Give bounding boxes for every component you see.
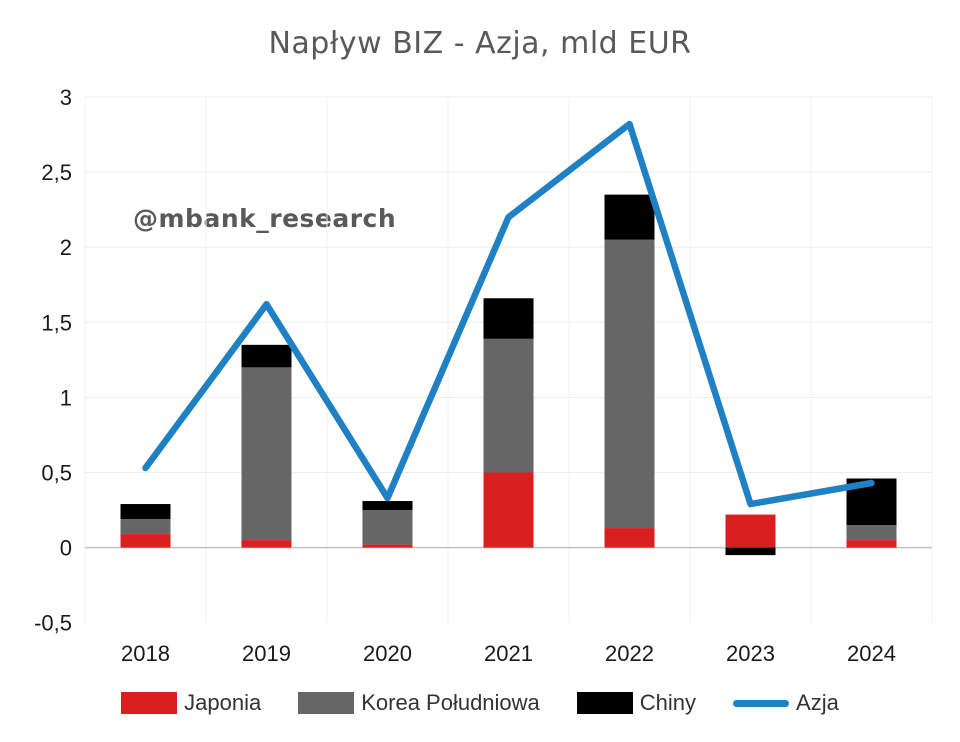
legend-swatch-japonia [121, 692, 178, 714]
x-axis-tick-label: 2023 [726, 641, 775, 666]
bar-segment-chiny-2019 [241, 344, 292, 368]
bar-segment-chiny-2021 [483, 298, 534, 339]
y-axis-tick-label: 0 [60, 536, 72, 561]
y-axis-tick-label: 2,5 [41, 160, 72, 185]
watermark-text: @mbank_research [133, 204, 397, 233]
y-axis-tick-label: -0,5 [34, 611, 72, 636]
bar-segment-korea-południowa-2024 [846, 525, 897, 541]
bar-segment-chiny-2023 [725, 547, 776, 556]
line-series-azja [142, 120, 875, 508]
legend-label: Japonia [184, 690, 262, 715]
bar-segment-korea-południowa-2021 [483, 338, 534, 473]
bar-segment-korea-południowa-2018 [120, 519, 171, 535]
bar-segment-korea-południowa-2020 [362, 510, 413, 545]
legend-swatch-chiny [576, 692, 633, 714]
chart-title: Napływ BIZ - Azja, mld EUR [268, 26, 692, 61]
bar-segment-chiny-2022 [604, 194, 655, 240]
legend-label: Korea Południowa [361, 690, 540, 715]
y-axis-tick-label: 2 [60, 235, 72, 260]
legend-item-japonia: Japonia [121, 690, 261, 716]
x-axis-tick-label: 2019 [242, 641, 291, 666]
bar-segment-chiny-2018 [120, 504, 171, 520]
y-axis-tick-label: 3 [60, 85, 72, 110]
bar-segment-korea-południowa-2022 [604, 239, 655, 529]
y-axis-tick-label: 0,5 [41, 461, 72, 486]
x-axis-tick-label: 2018 [121, 641, 170, 666]
x-axis-tick-label: 2020 [363, 641, 412, 666]
legend-swatch-azja [733, 699, 790, 707]
legend-item-chiny: Chiny [576, 690, 697, 716]
chart-plot-area: -0,5 0 0,5 1 1,5 2 2,5 3 2018 2019 2020 2021 2022 202… [34, 85, 933, 666]
legend-item-azja: Azja [733, 690, 839, 716]
x-axis-tick-label: 2024 [847, 641, 896, 666]
y-axis-tick-label: 1,5 [41, 310, 72, 335]
legend-label: Chiny [639, 690, 697, 715]
bar-segment-japonia-2022 [604, 528, 655, 548]
bar-segment-japonia-2019 [241, 540, 292, 548]
bar-segment-japonia-2021 [483, 472, 534, 548]
bar-segment-japonia-2023 [725, 514, 776, 548]
bar-segment-chiny-2020 [362, 501, 413, 511]
bar-segment-japonia-2020 [362, 544, 413, 548]
legend-swatch-korea-południowa [298, 692, 355, 714]
x-axis-tick-label: 2021 [484, 641, 533, 666]
bar-segment-korea-południowa-2019 [241, 367, 292, 541]
bar-segment-japonia-2018 [120, 534, 171, 548]
bar-segment-japonia-2024 [846, 540, 897, 548]
chart-legend: Japonia Korea Południowa Chiny Azja [0, 690, 960, 716]
x-axis-tick-label: 2022 [605, 641, 654, 666]
y-axis-tick-label: 1 [60, 385, 72, 410]
legend-item-korea-południowa: Korea Południowa [298, 690, 540, 716]
legend-label: Azja [796, 690, 839, 715]
